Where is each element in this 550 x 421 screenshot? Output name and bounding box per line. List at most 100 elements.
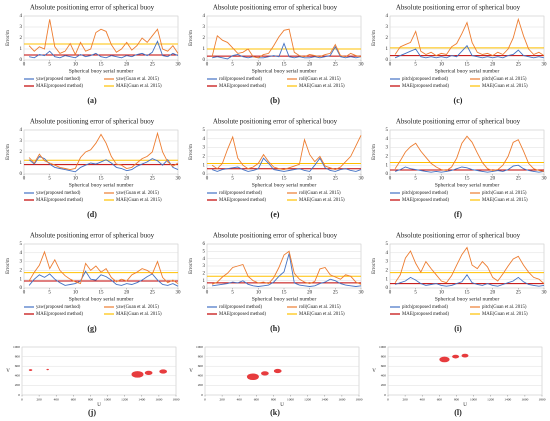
legend-label: pitch(proposed method): [402, 77, 448, 82]
x-tick-label: 20: [307, 63, 313, 68]
x-tick-label: 0: [389, 63, 392, 68]
x-tick-label: 800: [454, 397, 460, 401]
y-tick-label: 4: [203, 137, 206, 142]
y-tick-label: 400: [198, 374, 204, 378]
y-axis-label: V: [189, 369, 193, 374]
x-tick-label: 20: [124, 63, 130, 68]
y-tick-label: 2: [203, 271, 206, 276]
y-tick-label: 800: [198, 354, 204, 358]
x-tick-label: 600: [71, 397, 77, 401]
x-tick-label: 5: [231, 291, 234, 296]
y-tick-label: 5: [386, 242, 389, 247]
x-tick-label: 5: [231, 63, 234, 68]
x-tick-label: 20: [124, 291, 130, 296]
legend-label: yaw(Guan et al. 2015): [116, 305, 159, 310]
x-tick-label: 0: [389, 177, 392, 182]
y-axis-label: Error/m: [372, 258, 377, 274]
y-tick-label: 2: [386, 36, 389, 41]
x-tick-label: 1800: [539, 397, 546, 401]
x-axis-label: U: [463, 403, 467, 408]
panel-caption: (c): [454, 96, 463, 105]
legend-label: roll(Guan et al. 2015): [299, 305, 341, 310]
legend-label: roll(proposed method): [219, 305, 262, 310]
y-tick-label: 0: [386, 58, 389, 63]
y-axis-label: Error/m: [372, 30, 377, 46]
x-tick-label: 5: [48, 177, 51, 182]
x-tick-label: 5: [231, 177, 234, 182]
legend-label: yaw(proposed method): [36, 191, 81, 196]
chart-title: Absolute positioning error of spherical …: [30, 118, 155, 126]
legend-label: MAE(Guan et al. 2015): [482, 198, 528, 203]
x-tick-label: 1200: [121, 397, 128, 401]
x-tick-label: 15: [282, 291, 288, 296]
legend-label: roll(proposed method): [219, 77, 262, 82]
x-tick-label: 10: [73, 63, 79, 68]
x-tick-label: 25: [150, 63, 156, 68]
y-tick-label: 0: [384, 393, 386, 397]
x-tick-label: 25: [516, 291, 522, 296]
x-axis-label: U: [280, 403, 284, 408]
panel-caption: (e): [271, 210, 280, 219]
x-tick-label: 30: [542, 291, 548, 296]
series-line: [394, 164, 545, 173]
x-tick-label: 15: [282, 177, 288, 182]
x-tick-label: 20: [307, 177, 313, 182]
x-axis-label: U: [97, 403, 101, 408]
x-tick-label: 30: [176, 291, 182, 296]
legend-label: yaw(proposed method): [36, 305, 81, 310]
legend-label: MAE(Guan et al. 2015): [299, 84, 345, 89]
series-line: [394, 274, 545, 287]
y-tick-label: 1000: [379, 345, 386, 349]
x-tick-label: 25: [333, 177, 339, 182]
legend-label: MAE(Guan et al. 2015): [482, 312, 528, 317]
x-tick-label: 20: [490, 291, 496, 296]
series-line: [394, 135, 545, 172]
chart-title: Absolute positioning error of spherical …: [213, 118, 338, 126]
y-axis-label: Error/m: [6, 258, 11, 274]
x-tick-label: 1000: [470, 397, 477, 401]
y-tick-label: 400: [381, 374, 387, 378]
y-tick-label: 4: [203, 257, 206, 262]
x-tick-label: 1200: [487, 397, 494, 401]
x-tick-label: 15: [465, 177, 471, 182]
series-line: [394, 44, 545, 59]
y-tick-label: 4: [386, 251, 389, 256]
x-tick-label: 15: [465, 291, 471, 296]
series-line: [394, 246, 545, 284]
y-axis-label: Error/m: [6, 30, 11, 46]
legend-label: pitch(Guan et al. 2015): [482, 77, 527, 82]
y-tick-label: 2: [20, 150, 23, 155]
legend-label: MAE(proposed method): [219, 198, 266, 203]
x-tick-label: 5: [48, 291, 51, 296]
legend-label: MAE(proposed method): [36, 84, 83, 89]
blob: [452, 354, 460, 359]
x-tick-label: 10: [73, 291, 79, 296]
x-tick-label: 30: [176, 63, 182, 68]
x-tick-label: 0: [23, 63, 26, 68]
y-axis-label: Error/m: [189, 30, 194, 46]
blob: [46, 368, 49, 371]
chart-title: Absolute positioning error of spherical …: [30, 232, 155, 240]
x-tick-label: 1400: [504, 397, 511, 401]
panel-caption: (h): [270, 324, 280, 333]
x-tick-label: 25: [333, 291, 339, 296]
y-tick-label: 3: [203, 264, 206, 269]
y-tick-label: 0: [203, 58, 206, 63]
panel-caption: (d): [87, 210, 97, 219]
x-tick-label: 0: [204, 397, 206, 401]
y-tick-label: 1000: [196, 345, 203, 349]
x-tick-label: 200: [219, 397, 225, 401]
y-tick-label: 3: [386, 25, 389, 30]
y-tick-label: 1000: [13, 345, 20, 349]
x-tick-label: 25: [150, 291, 156, 296]
y-tick-label: 4: [203, 14, 206, 19]
y-tick-label: 4: [386, 137, 389, 142]
y-tick-label: 2: [20, 269, 23, 274]
y-tick-label: 3: [20, 25, 23, 30]
x-tick-label: 400: [237, 397, 243, 401]
plot-frame: [389, 243, 545, 289]
y-tick-label: 800: [15, 354, 21, 358]
x-tick-label: 1800: [173, 397, 180, 401]
y-tick-label: 600: [198, 364, 204, 368]
panel-caption: (a): [87, 96, 97, 105]
